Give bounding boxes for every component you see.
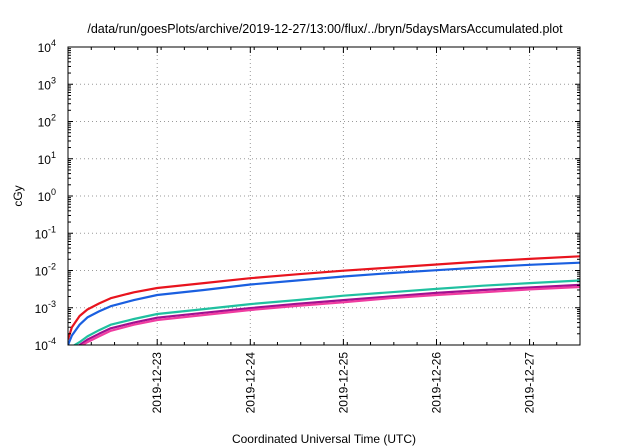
- y-tick-label: 10-4: [35, 336, 56, 353]
- y-tick-label: 102: [38, 113, 56, 130]
- series-group: [68, 255, 580, 345]
- y-tick-label: 103: [38, 75, 56, 92]
- series-line-5: [80, 285, 580, 345]
- series-line-4: [77, 283, 580, 345]
- y-tick-exponent: 4: [51, 38, 56, 48]
- x-tick-label: 2019-12-24: [243, 352, 257, 414]
- axes-group: 10410310210110010-110-210-310-42019-12-2…: [35, 38, 581, 414]
- x-tick-label: 2019-12-23: [150, 352, 164, 414]
- y-tick-label: 10-1: [35, 224, 56, 241]
- y-tick-exponent: -1: [48, 224, 56, 234]
- y-axis-label: cGy: [11, 185, 25, 206]
- x-axis-label: Coordinated Universal Time (UTC): [232, 432, 416, 446]
- y-tick-label: 10-2: [35, 262, 56, 279]
- y-tick-label: 104: [38, 38, 56, 55]
- y-tick-label: 10-3: [35, 299, 56, 316]
- y-tick-exponent: -2: [48, 262, 56, 272]
- y-tick-exponent: 1: [51, 150, 56, 160]
- y-tick-exponent: -3: [48, 299, 56, 309]
- y-tick-label: 101: [38, 150, 56, 167]
- x-tick-label: 2019-12-27: [523, 352, 537, 414]
- chart-title: /data/run/goesPlots/archive/2019-12-27/1…: [87, 22, 563, 36]
- grid-group: [68, 47, 580, 345]
- series-line-2: [68, 261, 580, 345]
- y-tick-label: 100: [38, 187, 56, 204]
- x-tick-label: 2019-12-25: [336, 352, 350, 414]
- y-tick-exponent: -4: [48, 336, 56, 346]
- x-tick-label: 2019-12-26: [429, 352, 443, 414]
- y-tick-exponent: 3: [51, 75, 56, 85]
- y-tick-exponent: 0: [51, 187, 56, 197]
- series-line-3: [72, 279, 580, 345]
- series-line-1: [68, 255, 580, 340]
- y-tick-exponent: 2: [51, 113, 56, 123]
